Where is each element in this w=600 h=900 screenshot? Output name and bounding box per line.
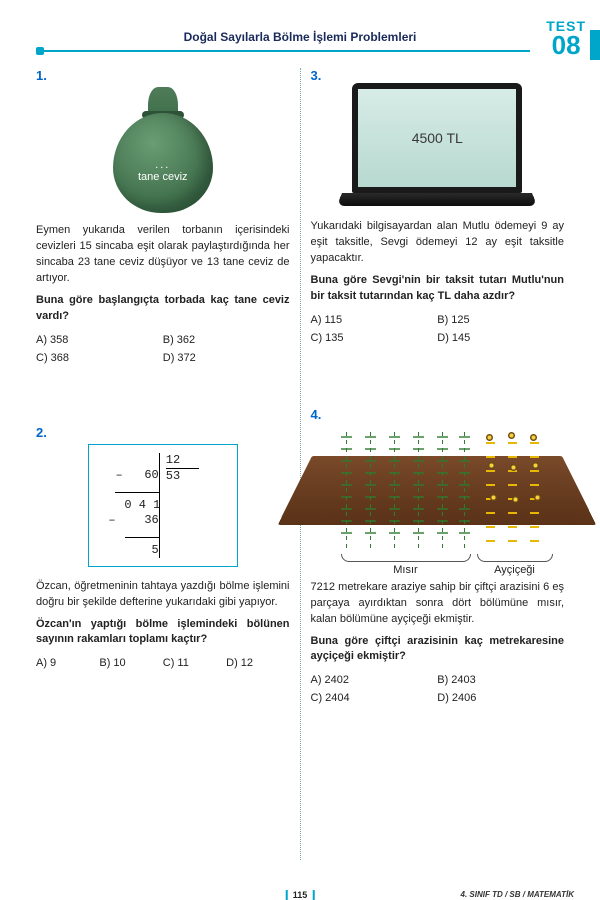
- page-number: 115: [286, 890, 315, 900]
- column-divider: [300, 68, 301, 860]
- question-body: Özcan, öğretmeninin tahtaya yazdığı bölm…: [36, 579, 290, 611]
- page-header: Doğal Sayılarla Bölme İşlemi Problemleri…: [0, 0, 600, 60]
- laptop-illustration: 4500 TL: [311, 83, 565, 207]
- chapter-title: Doğal Sayılarla Bölme İşlemi Problemleri: [0, 30, 600, 44]
- field-illustration: Mısır Ayçiçeği: [311, 422, 565, 576]
- question-number: 2.: [36, 425, 47, 440]
- choices: A) 9 B) 10 C) 11 D) 12: [36, 654, 290, 672]
- question-number: 1.: [36, 68, 47, 83]
- corn-label: Mısır: [393, 564, 417, 576]
- choice-d: D) 2406: [437, 689, 564, 707]
- question-number: 3.: [311, 68, 322, 83]
- content-columns: 1. ... tane ceviz Eymen yukarıda verilen…: [0, 60, 600, 860]
- question-3: 3. 4500 TL Yukarıdaki bilgisayardan alan…: [311, 68, 565, 347]
- question-body: 7212 metrekare araziye sahip bir çiftçi …: [311, 580, 565, 628]
- question-body: Yukarıdaki bilgisayardan alan Mutlu ödem…: [311, 219, 565, 267]
- choice-d: D) 372: [163, 349, 290, 367]
- header-accent-bar: [590, 30, 600, 60]
- left-column: 1. ... tane ceviz Eymen yukarıda verilen…: [28, 68, 298, 860]
- test-number: 08: [546, 34, 586, 56]
- test-number-block: TEST 08: [546, 18, 586, 56]
- div-rem1: 0 4 1: [103, 498, 159, 513]
- question-body: Eymen yukarıda verilen torbanın içerisin…: [36, 223, 290, 287]
- choice-b: B) 10: [99, 654, 162, 672]
- right-column: 3. 4500 TL Yukarıdaki bilgisayardan alan…: [303, 68, 573, 860]
- question-4: 4.: [311, 407, 565, 708]
- question-2: 2. – 60 0 4 1 – 36 5 12: [36, 425, 290, 673]
- footer-right-label: 4. SINIF TD / SB / MATEMATİK: [461, 890, 574, 899]
- choice-a: A) 358: [36, 331, 163, 349]
- quotient: 53: [166, 468, 199, 484]
- choice-b: B) 2403: [437, 671, 564, 689]
- div-sub2: – 36: [103, 513, 159, 528]
- choice-c: C) 11: [163, 654, 226, 672]
- choice-d: D) 145: [437, 329, 564, 347]
- choice-a: A) 9: [36, 654, 99, 672]
- divisor: 12: [166, 453, 199, 468]
- choice-a: A) 115: [311, 311, 438, 329]
- question-prompt: Buna göre başlangıçta torbada kaç tane c…: [36, 293, 290, 325]
- header-rule: [40, 50, 530, 52]
- choices: A) 115 B) 125 C) 135 D) 145: [311, 311, 565, 347]
- long-division-illustration: – 60 0 4 1 – 36 5 12 53: [88, 444, 238, 567]
- question-prompt: Buna göre Sevgi'nin bir taksit tutarı Mu…: [311, 273, 565, 305]
- question-prompt: Buna göre çiftçi arazisinin kaç metrekar…: [311, 634, 565, 666]
- question-1: 1. ... tane ceviz Eymen yukarıda verilen…: [36, 68, 290, 367]
- laptop-price: 4500 TL: [358, 89, 516, 187]
- choice-a: A) 2402: [311, 671, 438, 689]
- choices: A) 2402 B) 2403 C) 2404 D) 2406: [311, 671, 565, 707]
- question-prompt: Özcan'ın yaptığı bölme işlemindeki bölün…: [36, 617, 290, 649]
- div-rem2: 5: [103, 543, 159, 558]
- choice-c: C) 2404: [311, 689, 438, 707]
- sunflower-label: Ayçiçeği: [494, 564, 535, 576]
- div-sub1: – 60: [103, 468, 159, 483]
- div-blank: [103, 453, 159, 468]
- choice-b: B) 125: [437, 311, 564, 329]
- bag-blank: ...: [108, 159, 218, 171]
- choice-c: C) 135: [311, 329, 438, 347]
- bag-illustration: ... tane ceviz: [36, 83, 290, 213]
- bag-label: tane ceviz: [108, 171, 218, 183]
- question-number: 4.: [311, 407, 322, 422]
- choice-b: B) 362: [163, 331, 290, 349]
- choice-c: C) 368: [36, 349, 163, 367]
- choice-d: D) 12: [226, 654, 289, 672]
- choices: A) 358 B) 362 C) 368 D) 372: [36, 331, 290, 367]
